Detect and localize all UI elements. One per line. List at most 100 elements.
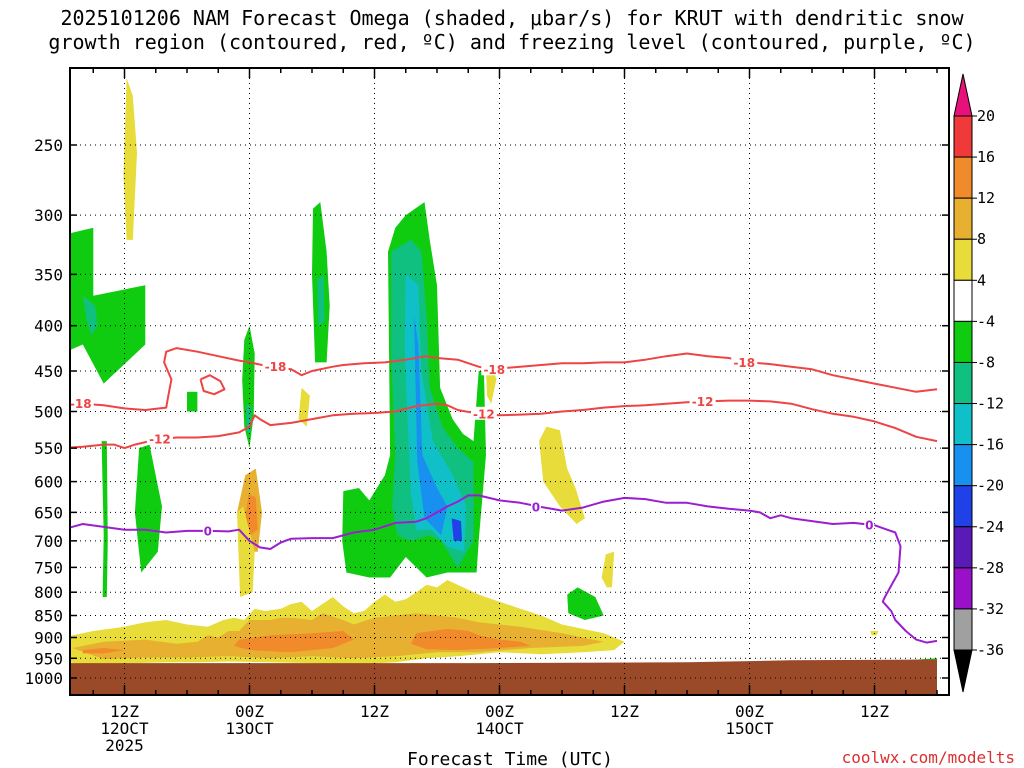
- x-tick-label: 2025: [105, 736, 144, 755]
- ground-layer: [70, 659, 937, 695]
- isotherm-label-bg: [262, 359, 289, 373]
- x-tick-label: 13OCT: [225, 719, 274, 738]
- colorbar-label: -12: [977, 395, 1004, 413]
- pressure-axis: 250 300 350 400 450 500 550 600 650 700 750 800 850 9…: [24, 136, 949, 688]
- colorbar-bin: [953, 567, 973, 610]
- isotherm-minus18: [70, 347, 938, 411]
- y-tick-label: 400: [34, 317, 63, 336]
- colorbar: 20 16 12 8 4 -4 -8 -12 -16 -20 -24 -28 -32 -36: [953, 73, 1004, 693]
- colorbar-bin: [953, 320, 973, 363]
- colorbar-label: -28: [977, 559, 1004, 577]
- y-tick-label: 950: [34, 649, 63, 668]
- freezing-label-bg: [530, 500, 541, 514]
- isotherm-label: -18: [733, 356, 755, 370]
- colorbar-bin: [953, 279, 973, 322]
- isotherm-label: -12: [692, 395, 714, 409]
- x-tick-label: 00Z: [485, 702, 514, 721]
- isotherm-label: -18: [483, 363, 505, 377]
- isotherm-minus12: [70, 399, 938, 450]
- freezing-label-bg: [202, 523, 213, 537]
- plot-frame: [69, 67, 950, 696]
- omega-region: [237, 506, 255, 597]
- x-tick-label: 12Z: [110, 702, 139, 721]
- omega-region: [414, 316, 448, 536]
- y-tick-label: 900: [34, 628, 63, 647]
- y-tick-label: 1000: [24, 669, 63, 688]
- y-tick-label: 800: [34, 583, 63, 602]
- omega-region: [451, 518, 462, 541]
- y-tick-label: 500: [34, 403, 63, 422]
- isotherm-label-bg: [470, 406, 497, 420]
- colorbar-label: -20: [977, 477, 1004, 495]
- colorbar-bin: [953, 238, 973, 281]
- y-tick-label: 600: [34, 473, 63, 492]
- colorbar-label: -4: [977, 312, 995, 330]
- x-axis-label: Forecast Time (UTC): [407, 749, 613, 768]
- isotherm-label-bg: [731, 355, 758, 369]
- colorbar-bin: [953, 444, 973, 487]
- x-tick-label: 00Z: [235, 702, 264, 721]
- freezing-label-bg: [864, 518, 875, 532]
- y-tick-label: 250: [34, 136, 63, 155]
- omega-region: [317, 274, 325, 326]
- isotherm-label-bg: [689, 394, 716, 408]
- ground-fill: [70, 659, 937, 695]
- isotherm-label: -12: [149, 432, 171, 446]
- y-tick-label: 350: [34, 265, 63, 284]
- isotherm-label: -18: [70, 397, 92, 411]
- title-line-1: 2025101206 NAM Forecast Omega (shaded, μ…: [60, 6, 964, 30]
- contour-labels: -18 -18 -18 -18 -12 -12 -12 0 0 0: [67, 355, 875, 538]
- colorbar-label: 16: [977, 148, 995, 166]
- colorbar-bin: [953, 156, 973, 199]
- colorbar-label: 12: [977, 189, 995, 207]
- isotherm-label: -12: [473, 407, 495, 421]
- colorbar-top-arrow: [953, 73, 973, 117]
- colorbar-bin: [953, 485, 973, 528]
- omega-region: [123, 78, 137, 240]
- x-tick-label: 14OCT: [475, 719, 524, 738]
- omega-region: [242, 325, 255, 449]
- omega-region: [601, 551, 615, 588]
- omega-region: [82, 648, 125, 654]
- omega-region: [567, 587, 604, 620]
- omega-region: [101, 441, 108, 597]
- colorbar-bin: [953, 197, 973, 240]
- x-tick-label: 12OCT: [100, 719, 149, 738]
- freezing-label: 0: [865, 519, 873, 533]
- y-tick-label: 700: [34, 532, 63, 551]
- isotherm-label-bg: [146, 431, 173, 445]
- omega-region: [539, 426, 585, 524]
- x-tick-label: 15OCT: [725, 719, 774, 738]
- omega-region: [298, 387, 310, 427]
- colorbar-bin: [953, 115, 973, 158]
- omega-region: [134, 444, 162, 573]
- colorbar-label: -32: [977, 600, 1004, 618]
- credit-link[interactable]: coolwx.com/modelts: [842, 748, 1015, 767]
- x-tick-label: 12Z: [610, 702, 639, 721]
- isotherm-label: -18: [265, 360, 287, 374]
- y-tick-label: 850: [34, 607, 63, 626]
- isotherm-minus18-closed: [199, 374, 226, 396]
- chart-title: 2025101206 NAM Forecast Omega (shaded, μ…: [0, 6, 1024, 54]
- temperature-contours: [70, 347, 938, 644]
- y-tick-label: 300: [34, 206, 63, 225]
- freezing-label: 0: [532, 501, 540, 515]
- x-tick-label: 12Z: [360, 702, 389, 721]
- y-tick-label: 550: [34, 439, 63, 458]
- title-line-2: growth region (contoured, red, ºC) and f…: [48, 30, 976, 54]
- colorbar-label: -24: [977, 518, 1004, 536]
- omega-region: [233, 631, 354, 653]
- colorbar-bin: [953, 526, 973, 569]
- colorbar-bin: [953, 361, 973, 405]
- colorbar-bottom-arrow: [953, 649, 973, 693]
- freezing-label: 0: [204, 524, 212, 538]
- omega-region: [411, 628, 531, 651]
- omega-region: [82, 295, 98, 336]
- colorbar-label: 4: [977, 271, 986, 289]
- colorbar-bin: [953, 403, 973, 446]
- colorbar-label: -16: [977, 436, 1004, 454]
- y-tick-label: 450: [34, 362, 63, 381]
- freezing-level-line: [70, 494, 938, 644]
